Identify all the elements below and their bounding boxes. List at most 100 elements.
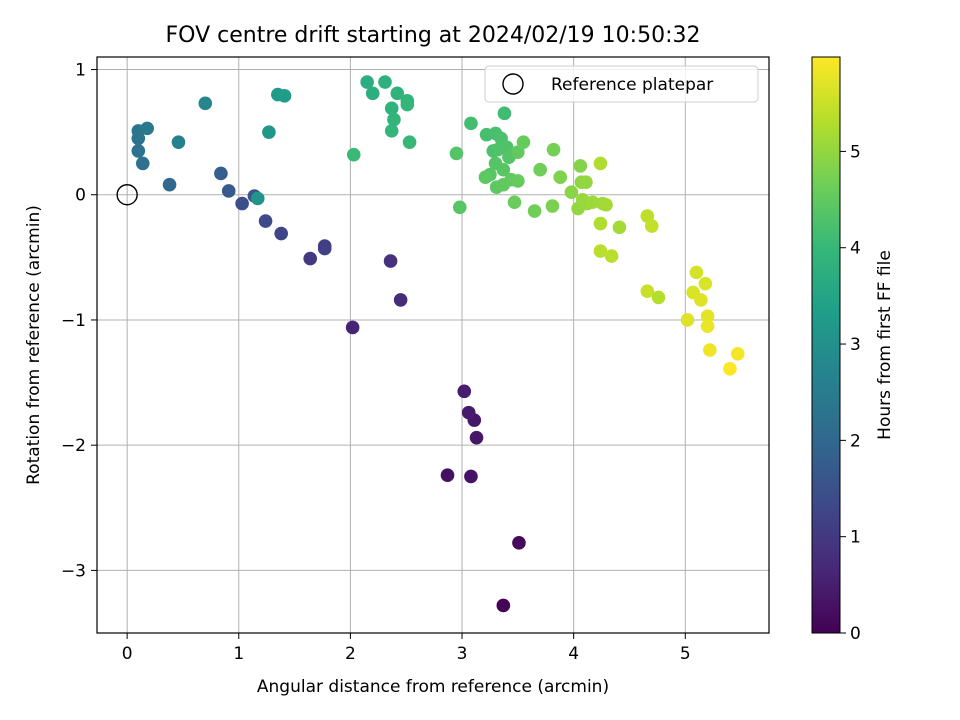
data-points — [131, 75, 745, 613]
data-point — [171, 135, 186, 149]
data-point — [700, 309, 715, 324]
data-point — [553, 170, 568, 185]
data-point — [365, 86, 380, 101]
data-point — [723, 361, 737, 376]
data-point — [449, 146, 464, 161]
data-point — [457, 384, 472, 399]
data-point — [303, 251, 318, 266]
data-point — [378, 75, 392, 89]
colorbar-tick-label: 5 — [850, 142, 861, 162]
data-point — [527, 204, 542, 218]
data-point — [497, 106, 512, 121]
data-point — [469, 430, 484, 445]
data-point — [573, 159, 588, 173]
data-point — [599, 197, 613, 212]
data-point — [440, 468, 455, 483]
data-point — [214, 166, 228, 181]
data-point — [452, 200, 467, 215]
x-tick-label: 5 — [680, 644, 691, 664]
data-point — [345, 320, 360, 335]
colorbar-tick-label: 0 — [850, 624, 861, 644]
data-point — [274, 226, 288, 241]
data-point — [478, 170, 493, 185]
data-point — [512, 536, 526, 550]
data-point — [689, 265, 704, 280]
colorbar-label: Hours from first FF file — [875, 250, 895, 440]
data-point — [461, 405, 476, 420]
data-point — [496, 162, 511, 177]
data-point — [593, 244, 608, 258]
data-point — [511, 145, 525, 159]
data-point — [579, 175, 593, 190]
data-point — [585, 195, 600, 210]
reference-marker — [116, 184, 138, 206]
data-point — [546, 142, 561, 157]
data-point — [545, 199, 560, 213]
data-point — [131, 144, 146, 158]
data-point — [604, 249, 619, 263]
legend-box — [484, 65, 759, 103]
colorbar-tick-label: 4 — [850, 239, 861, 259]
data-point — [346, 147, 361, 162]
data-point — [700, 319, 715, 334]
data-point — [640, 284, 655, 298]
data-point — [258, 214, 273, 228]
y-axis-label: Rotation from reference (arcmin) — [24, 205, 44, 485]
chart-title: FOV centre drift starting at 2024/02/19 … — [166, 23, 701, 48]
y-tick-label: −3 — [61, 561, 86, 581]
colorbar-tick-label: 3 — [850, 335, 861, 355]
data-point — [400, 97, 415, 112]
data-point — [393, 293, 408, 307]
data-point — [198, 96, 213, 111]
grid — [97, 57, 769, 633]
data-point — [533, 162, 547, 177]
data-point — [703, 343, 717, 357]
x-tick-label: 1 — [233, 644, 244, 664]
data-point — [135, 156, 150, 171]
data-point — [507, 195, 522, 210]
data-point — [383, 254, 398, 268]
data-point — [593, 216, 608, 231]
data-point — [250, 191, 265, 206]
colorbar: 0 1 2 3 4 5 Hours from first FF file — [811, 56, 895, 644]
data-point — [464, 469, 478, 484]
data-point — [162, 177, 177, 192]
legend-marker — [502, 73, 524, 95]
data-point — [384, 124, 399, 138]
data-point — [360, 75, 374, 89]
data-point — [496, 598, 511, 613]
data-point — [317, 241, 332, 256]
data-point — [516, 135, 531, 149]
x-tick-label: 4 — [568, 644, 579, 664]
data-point — [464, 116, 478, 131]
data-point — [387, 112, 401, 127]
y-tick-label: −1 — [61, 311, 86, 331]
data-point — [384, 101, 399, 116]
colorbar-ticks: 0 1 2 3 4 5 — [840, 142, 861, 644]
x-tick-label: 2 — [345, 644, 356, 664]
data-point — [390, 86, 405, 101]
x-tick-label: 0 — [122, 644, 133, 664]
y-tick-label: −2 — [61, 436, 86, 456]
data-point — [277, 89, 292, 103]
data-point — [694, 293, 708, 307]
legend-label: Reference platepar — [551, 75, 713, 95]
data-point — [564, 185, 579, 200]
data-point — [680, 313, 695, 327]
data-point — [511, 174, 525, 188]
data-point — [612, 220, 627, 235]
data-point — [651, 290, 666, 305]
colorbar-tick-label: 2 — [850, 431, 861, 451]
data-point — [140, 121, 155, 136]
y-axis: −3 −2 −1 0 1 — [61, 61, 97, 581]
x-axis-label: Angular distance from reference (arcmin) — [257, 677, 609, 697]
colorbar-gradient — [811, 56, 841, 634]
data-point — [235, 196, 249, 211]
data-point — [593, 156, 608, 171]
x-axis: 0 1 2 3 4 5 — [122, 633, 691, 664]
y-tick-label: 1 — [75, 61, 86, 81]
x-tick-label: 3 — [457, 644, 468, 664]
data-point — [698, 276, 713, 291]
legend: Reference platepar — [484, 65, 759, 103]
